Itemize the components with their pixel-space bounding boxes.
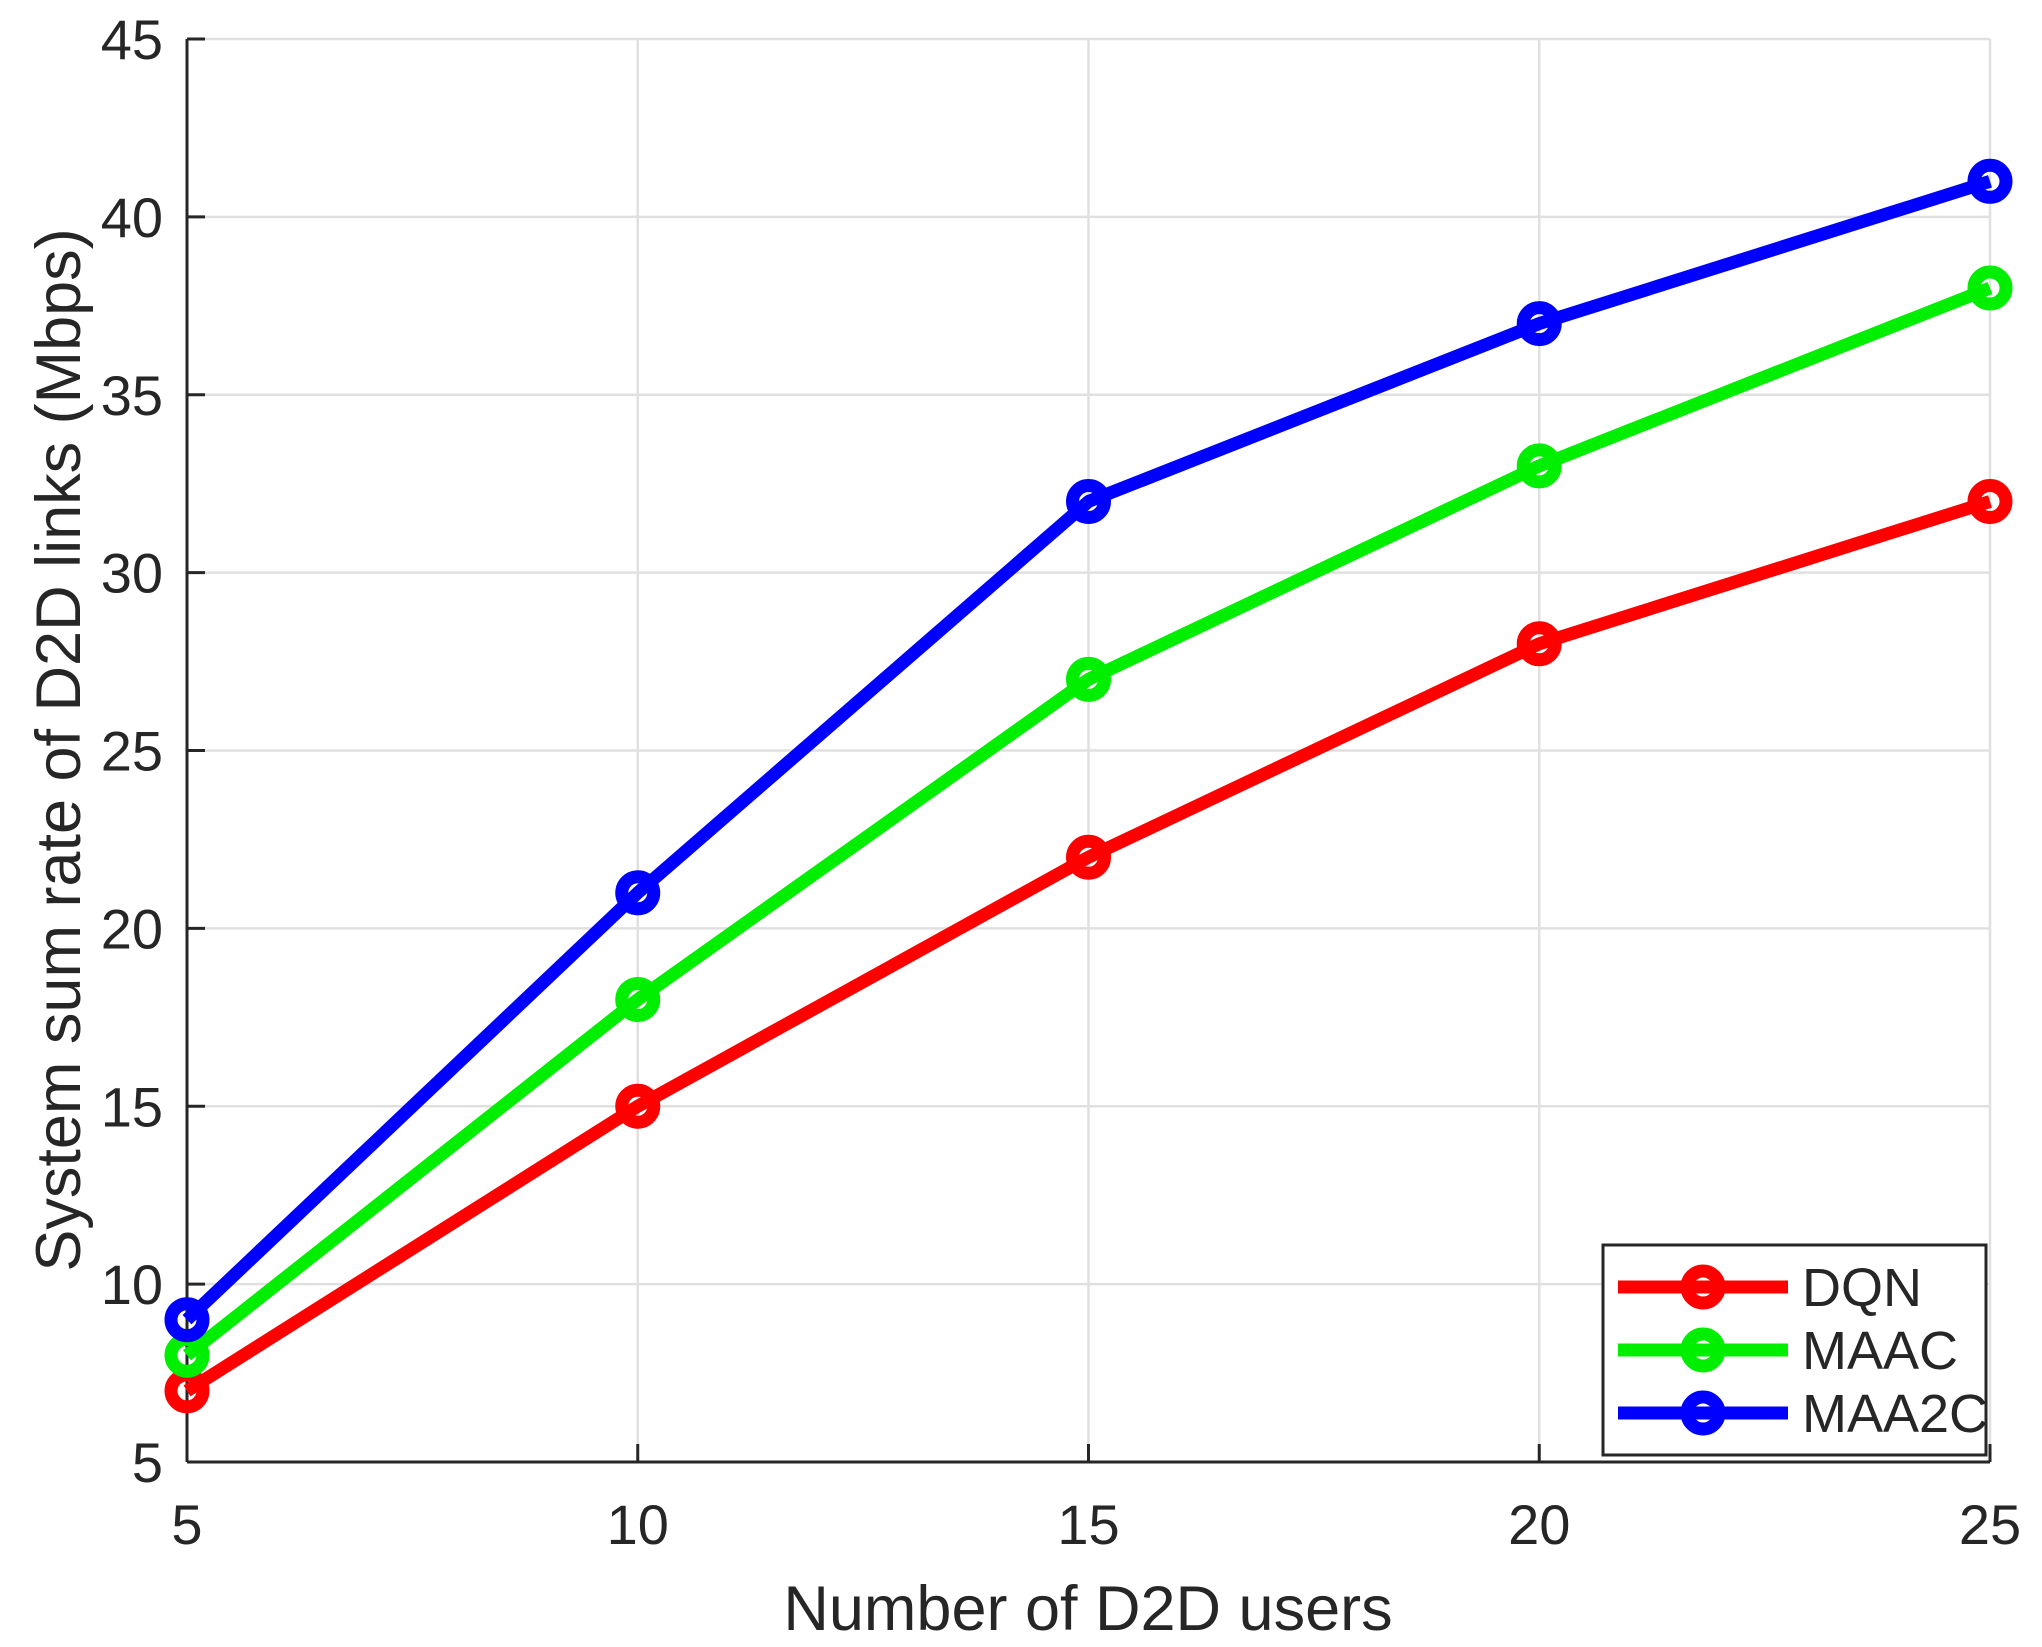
data-point-dqn [615, 1083, 661, 1129]
series-line-maac [182, 281, 1993, 1361]
y-tick-label: 10 [101, 1253, 163, 1316]
data-point-dqn [1516, 621, 1562, 667]
legend-swatch-marker [1680, 1264, 1726, 1310]
x-tick-label: 20 [1508, 1493, 1570, 1556]
y-tick-label: 5 [132, 1431, 163, 1494]
data-point-dqn [1967, 478, 2013, 524]
data-point-maac [615, 977, 661, 1023]
y-tick-label: 40 [101, 186, 163, 249]
legend-label-maa2c: MAA2C [1802, 1384, 1988, 1444]
series-layer [164, 158, 2013, 1414]
x-tick-label: 5 [171, 1493, 202, 1556]
x-tick-label: 10 [607, 1493, 669, 1556]
legend-label-maac: MAAC [1802, 1321, 1958, 1381]
data-point-maac [1066, 656, 1111, 702]
y-tick-label: 45 [101, 8, 163, 71]
y-tick-label: 20 [101, 897, 163, 960]
legend-label-dqn: DQN [1802, 1258, 1922, 1318]
data-point-dqn [1066, 834, 1111, 880]
data-point-maa2c [615, 870, 661, 916]
data-point-maa2c [1066, 478, 1111, 524]
y-tick-label: 25 [101, 720, 163, 783]
data-point-maa2c [1967, 158, 2013, 204]
x-tick-label: 15 [1057, 1493, 1119, 1556]
axes-layer: 5 10 15 20 25 30 35 40 45 5 10 15 20 25 [101, 8, 2021, 1556]
y-tick-label: 35 [101, 364, 163, 427]
legend-swatch-marker [1680, 1327, 1726, 1373]
y-axis-label: System sum rate of D2D links (Mbps) [24, 228, 94, 1271]
y-tick-label: 15 [101, 1075, 163, 1138]
data-point-maa2c [1516, 301, 1562, 347]
series-line-dqn [183, 495, 1992, 1397]
data-point-maac [1967, 265, 2013, 311]
data-point-maa2c [164, 1297, 210, 1343]
legend-swatch-marker [1680, 1390, 1726, 1436]
data-point-maac [1516, 443, 1562, 489]
x-axis-label: Number of D2D users [783, 1574, 1392, 1644]
series-line-maa2c [182, 175, 1992, 1325]
x-tick-label: 25 [1959, 1493, 2021, 1556]
y-tick-label: 30 [101, 542, 163, 605]
